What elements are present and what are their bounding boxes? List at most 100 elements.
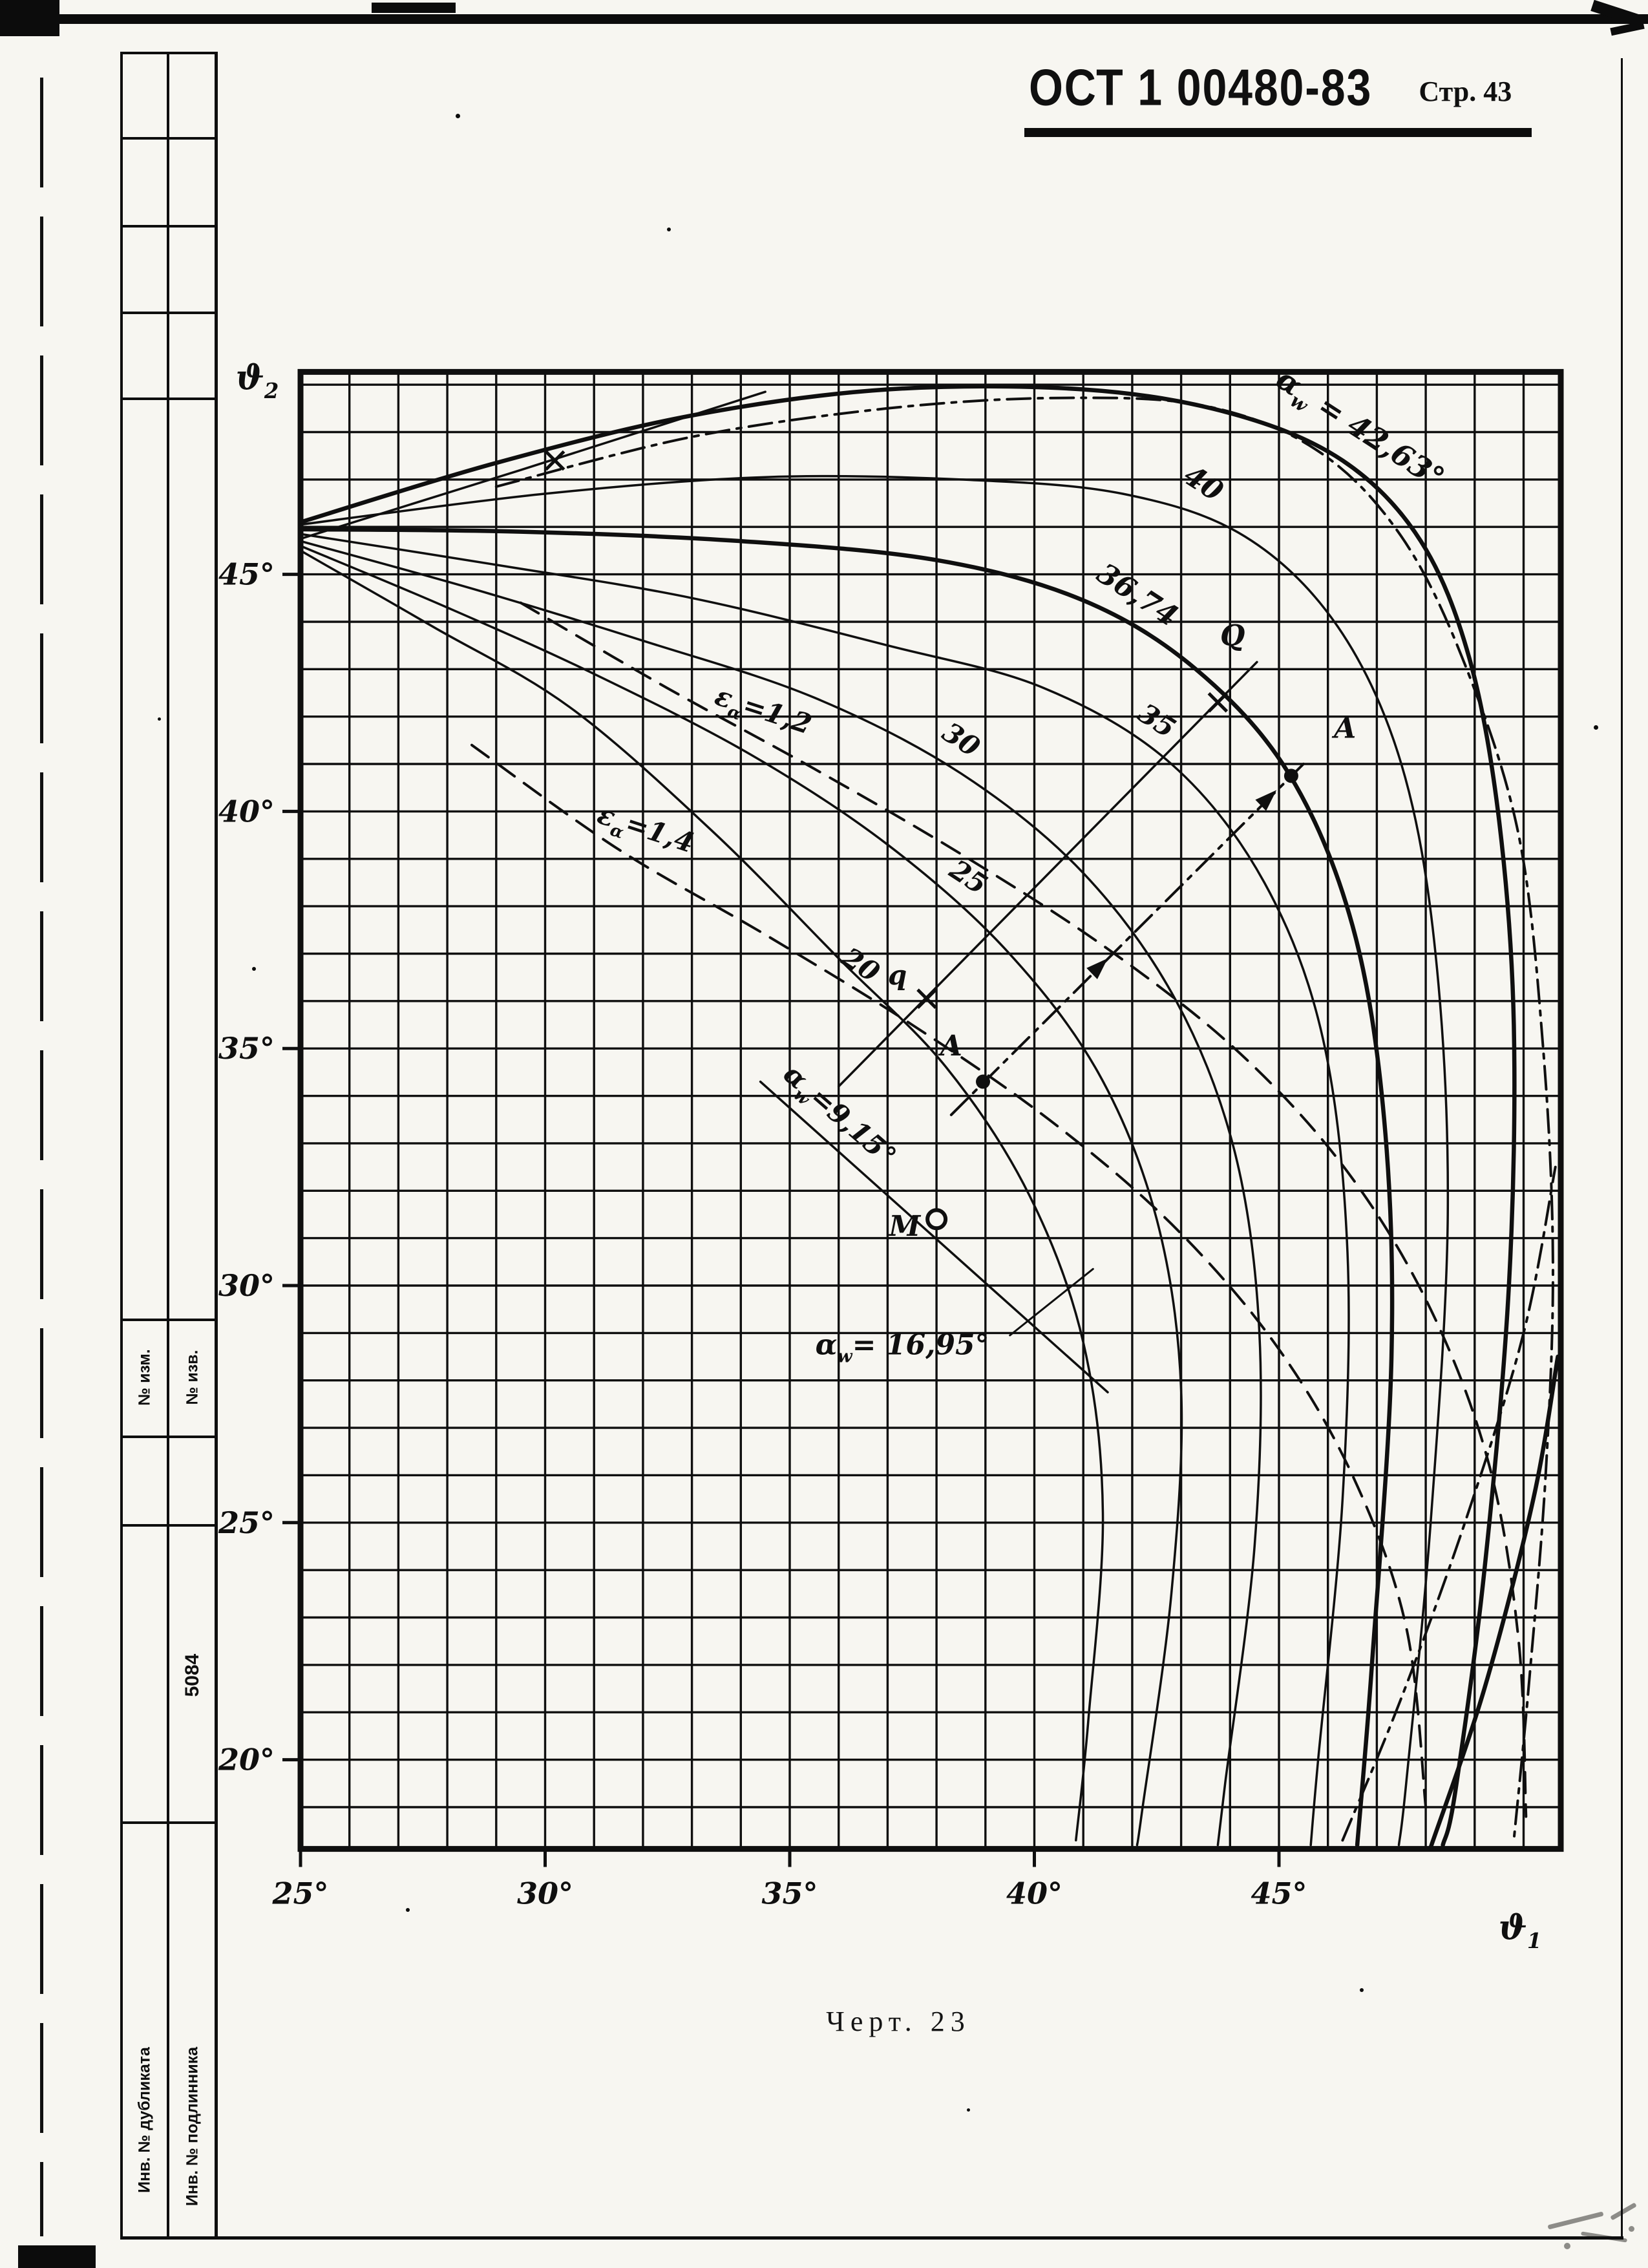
svg-text:40°: 40° bbox=[218, 794, 275, 829]
speck bbox=[667, 228, 671, 231]
curve-label: Q bbox=[1220, 620, 1245, 653]
curve-label: 35 bbox=[1132, 697, 1181, 744]
curve-alpha-w=42,63 bbox=[298, 384, 1517, 1847]
svg-text:30: 30 bbox=[936, 716, 986, 763]
curve-construction-arrow-line-A-A bbox=[949, 763, 1305, 1116]
curve-alpha-w=36,74 bbox=[298, 527, 1395, 1847]
frame-v-middle bbox=[167, 52, 169, 2239]
speck bbox=[1594, 725, 1598, 730]
curve-label: εα=1,4 bbox=[592, 798, 698, 865]
curve-eps-alpha=1,4 bbox=[470, 743, 1428, 1808]
speck bbox=[406, 1908, 410, 1912]
svg-text:35: 35 bbox=[1132, 697, 1181, 744]
svg-text:45°: 45° bbox=[1251, 1876, 1307, 1911]
svg-text:40: 40 bbox=[1178, 459, 1229, 508]
frame-h bbox=[120, 1821, 218, 1824]
svg-text:25°: 25° bbox=[271, 1876, 328, 1911]
point-marker-filled bbox=[976, 1074, 991, 1089]
curve-dash-dot-rising-bottom-right bbox=[1341, 1165, 1557, 1842]
speck bbox=[1360, 1988, 1364, 1992]
frame-h bbox=[120, 52, 218, 54]
speck bbox=[456, 114, 460, 118]
frame-h bbox=[120, 225, 218, 228]
frame-bottom bbox=[120, 2236, 1623, 2240]
curve-alpha-w=20 bbox=[299, 549, 1104, 1842]
header-underline bbox=[1024, 128, 1532, 137]
grid bbox=[299, 372, 1561, 1849]
curve-label: εα=1,2 bbox=[710, 679, 816, 746]
frame-v-inner bbox=[215, 52, 218, 2239]
scan-left-edge-line bbox=[40, 78, 43, 2236]
frame-right-border bbox=[1621, 58, 1623, 2240]
curve-label: q bbox=[888, 959, 907, 991]
curve-label: 30 bbox=[936, 716, 986, 763]
scan-edge-top-blob bbox=[372, 3, 456, 13]
curve-dash-dot-envelope-top-right bbox=[494, 396, 1554, 1842]
frame-h bbox=[120, 137, 218, 140]
svg-text:45°: 45° bbox=[218, 557, 275, 592]
curve-label: A bbox=[938, 1030, 962, 1063]
curve-label: αw= 16,95° bbox=[816, 1328, 989, 1366]
point-marker-x bbox=[916, 988, 937, 1009]
frame-h bbox=[120, 1319, 218, 1321]
scan-corner-top-left bbox=[0, 0, 59, 36]
curve-alpha-w=30 bbox=[299, 540, 1262, 1847]
frame-h bbox=[120, 1524, 218, 1527]
curve-rising-line-top-left bbox=[299, 390, 766, 540]
scan-edge-top-bar bbox=[0, 14, 1648, 24]
standard-number: ОСТ 1 00480-83 bbox=[1029, 58, 1373, 116]
curve-alpha-w=25 bbox=[299, 544, 1183, 1847]
svg-text:30°: 30° bbox=[517, 1876, 573, 1911]
axis-title: ϑ1 bbox=[1499, 1908, 1542, 1953]
point-marker-x bbox=[544, 450, 565, 471]
curve-alpha-w=40 bbox=[299, 474, 1450, 1847]
plot-border bbox=[297, 368, 1564, 1852]
curve-alpha-w=9,15-line-through-M bbox=[759, 1080, 1109, 1394]
svg-text:εα=1,2: εα=1,2 bbox=[710, 679, 816, 746]
scan-corner-bottom-left bbox=[18, 2245, 96, 2268]
x-tick-labels: 25° 30° 35° 40° 45° bbox=[271, 1876, 1307, 1911]
svg-text:M: M bbox=[888, 1210, 922, 1243]
svg-text:35°: 35° bbox=[218, 1031, 275, 1066]
svg-text:30°: 30° bbox=[218, 1268, 275, 1303]
pencil-scribble bbox=[1629, 2226, 1634, 2232]
curve-label: A bbox=[1331, 712, 1356, 745]
svg-text:αw= 16,95°: αw= 16,95° bbox=[816, 1328, 989, 1366]
arrowhead bbox=[1086, 958, 1108, 980]
page-header: ОСТ 1 00480-83 Стр. 43 bbox=[1029, 58, 1512, 117]
svg-text:A: A bbox=[938, 1030, 962, 1063]
y-tick-labels: 20° 25° 30° 35° 40° 45° bbox=[218, 557, 275, 1777]
point-marker-open bbox=[925, 1208, 948, 1231]
frame-h bbox=[120, 312, 218, 314]
arrowhead bbox=[1255, 790, 1277, 811]
svg-text:40°: 40° bbox=[1006, 1876, 1062, 1911]
figure-caption: Черт. 23 bbox=[826, 2006, 971, 2037]
svg-text:A: A bbox=[1331, 712, 1356, 745]
svg-text:20°: 20° bbox=[218, 1743, 275, 1777]
curve-label: M bbox=[888, 1210, 922, 1243]
svg-text:q: q bbox=[888, 959, 907, 991]
pencil-scribble bbox=[1564, 2243, 1570, 2249]
axis-ticks bbox=[282, 573, 1281, 1867]
frame-h bbox=[120, 1436, 218, 1438]
curve-pointer-alpha-w=16,95 bbox=[1009, 1267, 1094, 1337]
speck bbox=[252, 967, 256, 971]
curve-construction-line-q-Q bbox=[837, 661, 1258, 1088]
speck bbox=[158, 717, 161, 721]
svg-text:35°: 35° bbox=[761, 1876, 818, 1911]
frame-v-outer bbox=[120, 52, 123, 2239]
point-marker-filled bbox=[1284, 768, 1298, 783]
svg-text:25°: 25° bbox=[218, 1505, 275, 1540]
curve-eps-alpha=1,2 bbox=[519, 601, 1528, 1818]
frame-h bbox=[120, 397, 218, 400]
speck bbox=[967, 2108, 970, 2112]
curve-label: 40 bbox=[1178, 459, 1229, 508]
svg-text:εα=1,4: εα=1,4 bbox=[592, 798, 698, 865]
svg-text:Q: Q bbox=[1220, 620, 1245, 653]
axis-title: ϑ2 bbox=[236, 358, 279, 403]
curve-alpha-w=35 bbox=[299, 533, 1350, 1847]
page-number: Стр. 43 bbox=[1419, 76, 1512, 107]
point-marker-x bbox=[1207, 692, 1229, 713]
